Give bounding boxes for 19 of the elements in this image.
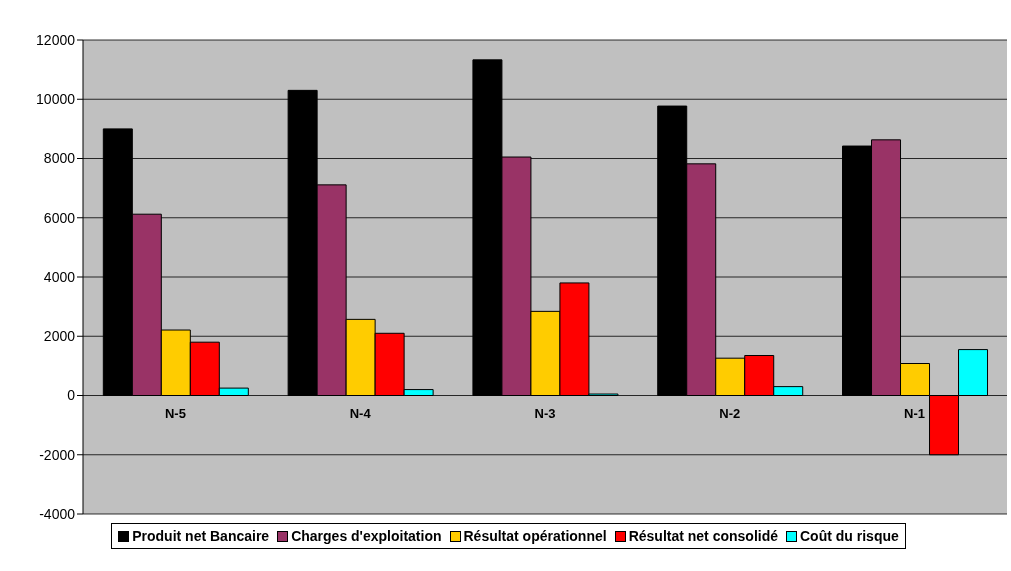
x-tick-label: N-3 (534, 406, 556, 422)
legend-label: Produit net Bancaire (131, 528, 270, 544)
y-tick-label: 8000 (43, 150, 76, 167)
x-tick-label: N-4 (349, 406, 372, 422)
y-tick-label: -2000 (39, 446, 76, 463)
x-tick-label: N-5 (164, 406, 186, 422)
x-tick-label: N-1 (904, 406, 926, 422)
legend-label: Résultat net consolidé (627, 528, 778, 544)
y-tick-label: 6000 (43, 209, 76, 226)
y-tick-label: 12000 (36, 31, 76, 48)
y-tick-label: 4000 (43, 268, 76, 285)
y-tick-label: -4000 (39, 505, 76, 522)
legend-label: Résultat opérationnel (462, 528, 607, 544)
legend-label: Charges d'exploitation (290, 528, 442, 544)
x-tick-label: N-2 (719, 406, 741, 422)
legend-label: Coût du risque (799, 528, 899, 544)
y-tick-label: 2000 (43, 328, 76, 345)
y-tick-label: 0 (67, 387, 76, 404)
y-tick-label: 10000 (36, 91, 76, 108)
